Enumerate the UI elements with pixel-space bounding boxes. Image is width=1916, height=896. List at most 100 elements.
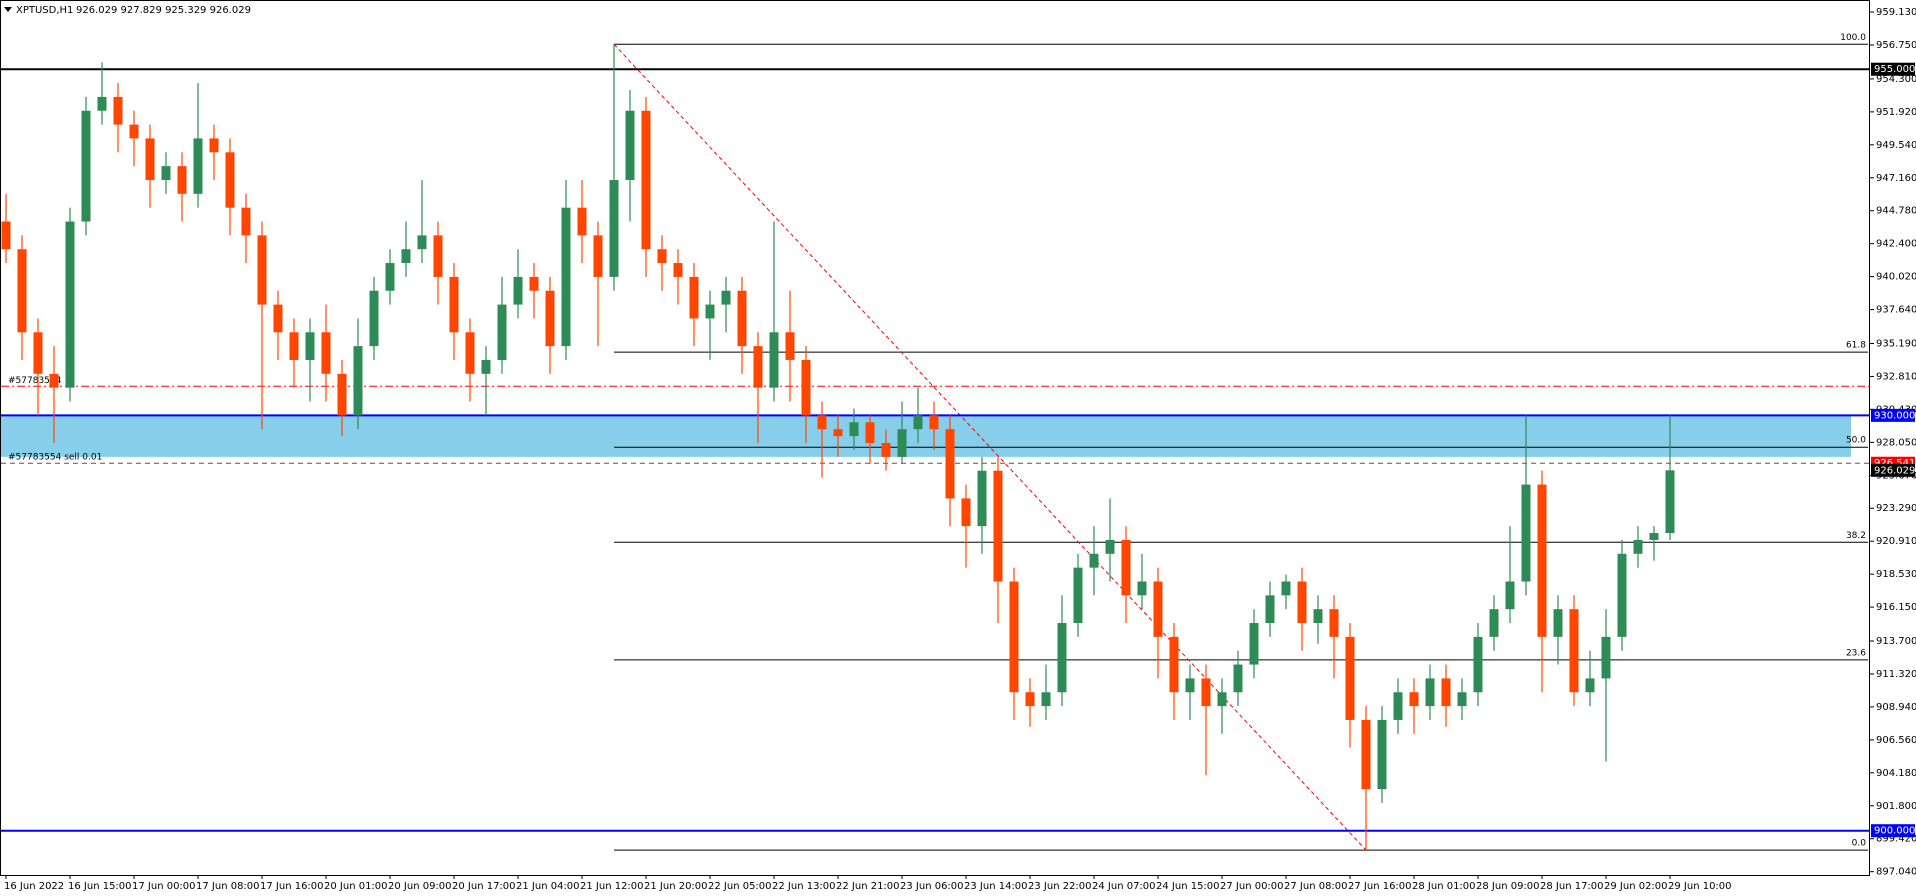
- y-tick-label: 942.400: [1876, 239, 1916, 250]
- candle-body: [705, 304, 715, 319]
- candle-body: [1441, 678, 1451, 707]
- y-tick-label: 911.320: [1876, 669, 1916, 680]
- order-price-label: 926.541: [1874, 458, 1915, 469]
- y-tick-label: 918.530: [1876, 569, 1916, 580]
- x-tick-label: 27 Jun 08:00: [1284, 881, 1348, 892]
- x-tick-label: 17 Jun 08:00: [196, 881, 260, 892]
- fib-label: 23.6: [1846, 648, 1866, 658]
- candle-body: [145, 138, 155, 180]
- hline-label: 900.000: [1874, 826, 1915, 837]
- candle-body: [977, 470, 987, 527]
- hline-box: [1871, 408, 1915, 422]
- candle-body: [689, 276, 699, 319]
- candle-body: [1105, 539, 1115, 554]
- x-tick-label: 28 Jun 01:00: [1412, 881, 1476, 892]
- y-tick-label: 940.020: [1876, 272, 1916, 283]
- order-label: #57783554 sell 0.01: [8, 453, 102, 463]
- x-tick-label: 17 Jun 16:00: [260, 881, 324, 892]
- x-tick-label: 20 Jun 17:00: [452, 881, 516, 892]
- candle-body: [1665, 470, 1675, 534]
- candle-body: [993, 470, 1003, 582]
- x-tick-label: 27 Jun 16:00: [1348, 881, 1412, 892]
- candle-body: [1185, 678, 1195, 693]
- x-tick-label: 22 Jun 13:00: [772, 881, 836, 892]
- y-tick-label: 959.130: [1876, 7, 1916, 18]
- candle-body: [305, 332, 315, 360]
- candle-body: [321, 332, 331, 374]
- x-tick-label: 28 Jun 09:00: [1476, 881, 1540, 892]
- candle-body: [961, 498, 971, 527]
- candle-body: [209, 138, 219, 153]
- price-box: [1871, 463, 1915, 477]
- x-tick-label: 16 Jun 15:00: [68, 881, 132, 892]
- candle-body: [769, 332, 779, 388]
- candle-body: [385, 263, 395, 291]
- chart-title: XPTUSD,H1: [16, 5, 73, 16]
- candle-body: [1345, 636, 1355, 720]
- candle-body: [881, 443, 891, 457]
- x-tick-label: 24 Jun 07:00: [1092, 881, 1156, 892]
- x-tick-label: 20 Jun 09:00: [388, 881, 452, 892]
- x-tick-label: 23 Jun 14:00: [964, 881, 1028, 892]
- candle-body: [433, 235, 443, 277]
- candle-body: [1569, 609, 1579, 693]
- candle-body: [1489, 609, 1499, 637]
- candle-body: [529, 276, 539, 291]
- y-tick-label: 908.940: [1876, 702, 1916, 713]
- candle-body: [1249, 623, 1259, 665]
- hline-box: [1871, 62, 1915, 76]
- y-tick-label: 906.560: [1876, 735, 1916, 746]
- candle-body: [913, 415, 923, 430]
- candle-body: [1073, 567, 1083, 624]
- candle-body: [753, 346, 763, 388]
- candle-body: [1265, 595, 1275, 624]
- candle-body: [1553, 609, 1563, 637]
- candle-body: [449, 276, 459, 333]
- x-tick-label: 29 Jun 10:00: [1668, 881, 1732, 892]
- candle-body: [945, 429, 955, 499]
- candle-body: [593, 235, 603, 277]
- candle-body: [1409, 692, 1419, 707]
- candle-body: [865, 422, 875, 444]
- candle-body: [401, 249, 411, 264]
- fib-label: 0.0: [1852, 839, 1867, 849]
- candle-body: [561, 207, 571, 347]
- support-zone: [1, 415, 1851, 457]
- x-tick-label: 23 Jun 22:00: [1028, 881, 1092, 892]
- x-tick-label: 21 Jun 20:00: [644, 881, 708, 892]
- candle-body: [1329, 609, 1339, 637]
- x-tick-label: 20 Jun 01:00: [324, 881, 388, 892]
- x-tick-label: 17 Jun 00:00: [132, 881, 196, 892]
- candle-body: [1521, 484, 1531, 582]
- hline-box: [1871, 824, 1915, 838]
- candle-body: [97, 96, 107, 111]
- candle-body: [1617, 553, 1627, 637]
- candle-body: [1041, 692, 1051, 707]
- x-tick-label: 21 Jun 12:00: [580, 881, 644, 892]
- candle-body: [33, 332, 43, 374]
- candle-body: [1537, 484, 1547, 637]
- candle-body: [1137, 581, 1147, 596]
- x-tick-label: 27 Jun 00:00: [1220, 881, 1284, 892]
- candle-body: [241, 207, 251, 236]
- candle-body: [577, 207, 587, 236]
- candle-body: [353, 346, 363, 416]
- x-tick-label: 24 Jun 15:00: [1156, 881, 1220, 892]
- y-tick-label: 951.920: [1876, 107, 1916, 118]
- candle-body: [481, 359, 491, 374]
- candle-body: [1089, 553, 1099, 568]
- candle-body: [1025, 692, 1035, 707]
- fib-label: 61.8: [1846, 341, 1866, 351]
- y-tick-label: 899.420: [1876, 834, 1916, 845]
- y-tick-label: 928.050: [1876, 437, 1916, 448]
- candle-body: [113, 96, 123, 125]
- candle-body: [1281, 581, 1291, 596]
- candle-body: [1217, 692, 1227, 707]
- candle-body: [1585, 678, 1595, 693]
- candle-body: [1601, 636, 1611, 679]
- candle-body: [1233, 664, 1243, 693]
- x-tick-label: 22 Jun 21:00: [836, 881, 900, 892]
- y-tick-label: 949.540: [1876, 140, 1916, 151]
- candle-body: [1505, 581, 1515, 610]
- candle-body: [1153, 581, 1163, 637]
